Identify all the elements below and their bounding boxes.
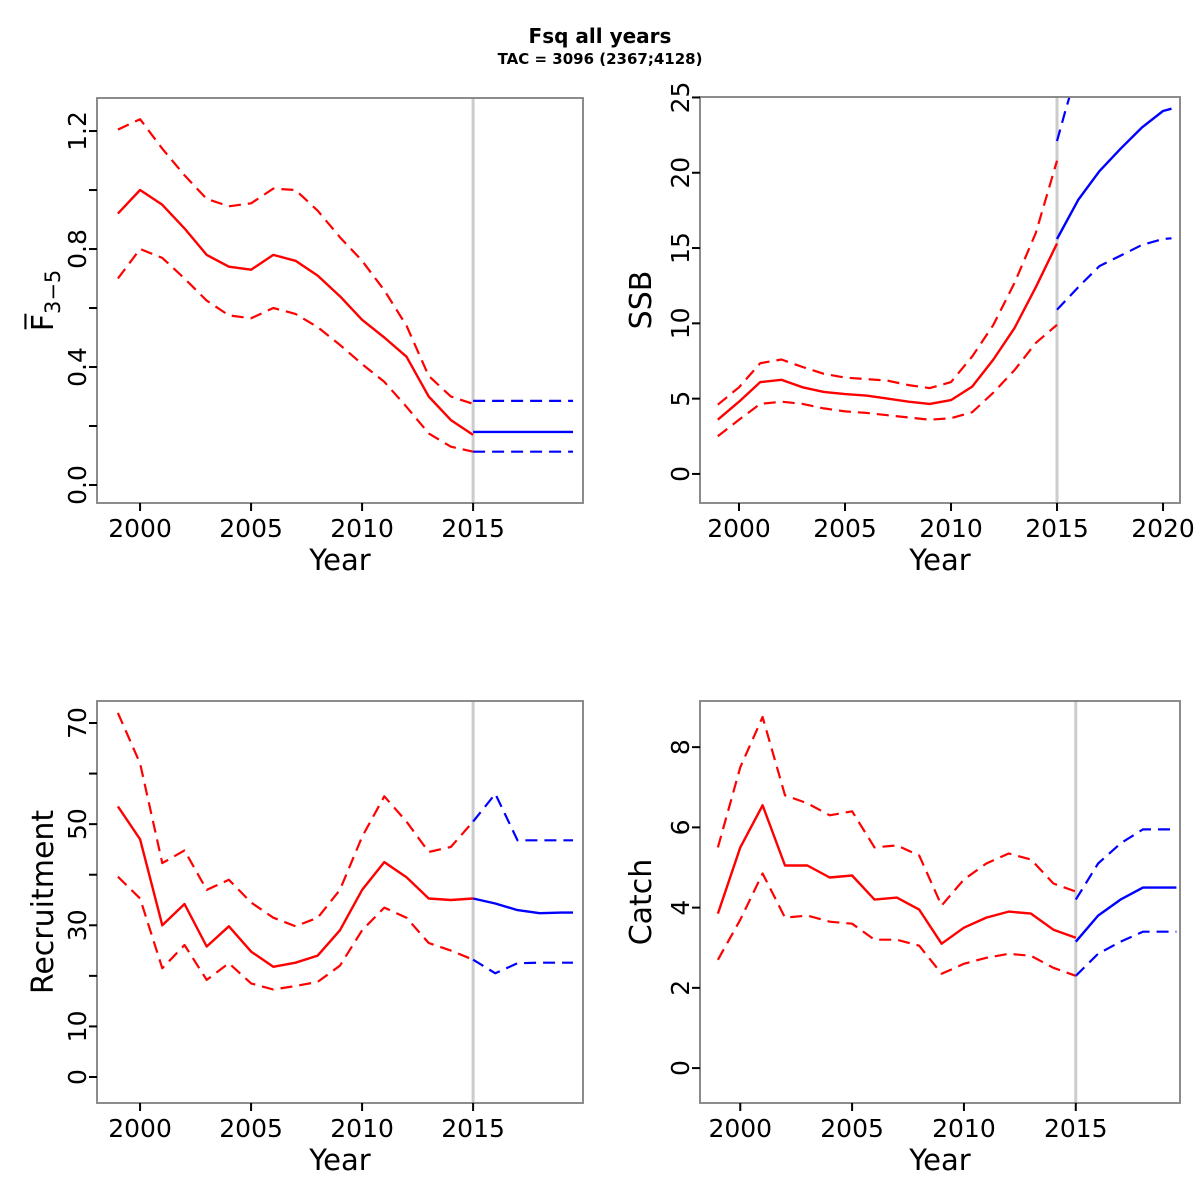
y-tick-label: 25 bbox=[666, 82, 695, 114]
recruitment-ci-high-forecast bbox=[472, 792, 573, 842]
figure-subtitle: TAC = 3096 (2367;4128) bbox=[497, 50, 703, 68]
panel-fbar: 2000 2005 2010 2015 0.0 0.4 0.8 1.2 Year F̅3−5 bbox=[24, 97, 584, 577]
catch-ci-high-forecast bbox=[1074, 828, 1177, 901]
y-tick-label: 2 bbox=[666, 980, 695, 996]
x-axis-title: Year bbox=[908, 543, 970, 577]
y-tick-label: 15 bbox=[666, 232, 695, 264]
x-tick-label: 2000 bbox=[108, 514, 172, 543]
y-tick-label: 0 bbox=[666, 466, 695, 482]
catch-ci-low-forecast bbox=[1075, 930, 1177, 977]
x-tick-label: 2010 bbox=[330, 1114, 394, 1143]
y-tick-label: 10 bbox=[63, 1011, 92, 1043]
catch-ci-low-history bbox=[716, 872, 1077, 977]
x-tick-label: 2000 bbox=[707, 514, 771, 543]
ssb-ci-high-forecast bbox=[1055, 97, 1071, 142]
ssb-median-history bbox=[717, 242, 1059, 421]
y-tick-label: 20 bbox=[666, 157, 695, 189]
ssb-ci-high-history bbox=[717, 160, 1059, 406]
recruitment-ci-high-history bbox=[116, 712, 474, 928]
x-tick-label: 2015 bbox=[1025, 514, 1089, 543]
series-group bbox=[116, 712, 573, 991]
x-tick-label: 2000 bbox=[708, 1114, 772, 1143]
y-tick-label: 1.2 bbox=[63, 111, 92, 151]
y-tick-label: 0.8 bbox=[63, 229, 92, 269]
figure-title: Fsq all years bbox=[528, 24, 672, 48]
y-axis-title: F̅3−5 bbox=[24, 270, 65, 332]
fbar-ci-low-history bbox=[117, 247, 474, 453]
x-tick-label: 2015 bbox=[441, 1114, 505, 1143]
panel-ssb: 2000 2005 2010 2015 2020 0 5 10 15 20 25 Year SSB bbox=[624, 82, 1195, 577]
series-group bbox=[717, 97, 1172, 438]
y-tick-label: 30 bbox=[63, 909, 92, 941]
x-tick-label: 2020 bbox=[1131, 514, 1195, 543]
y-tick-label: 5 bbox=[666, 391, 695, 407]
x-tick-label: 2015 bbox=[441, 514, 505, 543]
y-tick-label: 4 bbox=[666, 900, 695, 916]
plot-frame bbox=[699, 96, 1181, 504]
x-axis-title: Year bbox=[908, 1143, 970, 1177]
series-group bbox=[716, 715, 1177, 977]
catch-median-forecast bbox=[1074, 886, 1177, 943]
x-tick-label: 2015 bbox=[1044, 1114, 1108, 1143]
ssb-ci-low-history bbox=[717, 323, 1058, 438]
catch-median-history bbox=[716, 804, 1077, 945]
x-tick-label: 2010 bbox=[919, 514, 983, 543]
recruitment-ci-low-forecast bbox=[472, 958, 573, 975]
y-axis-title: Catch bbox=[624, 859, 659, 946]
panel-recruitment: 2000 2005 2010 2015 0 10 30 50 70 Year Recruitment bbox=[26, 700, 584, 1177]
x-tick-label: 2005 bbox=[219, 1114, 283, 1143]
x-tick-label: 2005 bbox=[820, 1114, 884, 1143]
y-tick-label: 70 bbox=[63, 707, 92, 739]
y-tick-label: 8 bbox=[666, 739, 695, 755]
y-tick-label: 0.0 bbox=[63, 465, 92, 505]
x-axis-title: Year bbox=[308, 1143, 370, 1177]
plot-frame bbox=[96, 700, 584, 1104]
x-tick-label: 2005 bbox=[219, 514, 283, 543]
panel-catch: 2000 2005 2010 2015 0 2 4 6 8 Year Catch bbox=[624, 700, 1181, 1177]
y-tick-label: 0 bbox=[63, 1069, 92, 1085]
y-axis-title: Recruitment bbox=[26, 810, 61, 995]
recruitment-median-history bbox=[116, 805, 474, 968]
y-tick-label: 0.4 bbox=[63, 347, 92, 387]
y-axis-title: SSB bbox=[624, 271, 659, 330]
series-group bbox=[117, 118, 573, 453]
fbar-ci-high-history bbox=[117, 118, 474, 405]
y-tick-label: 50 bbox=[63, 808, 92, 840]
catch-ci-high-history bbox=[716, 715, 1077, 907]
y-tick-label: 10 bbox=[666, 307, 695, 339]
y-tick-label: 0 bbox=[666, 1060, 695, 1076]
x-tick-label: 2005 bbox=[813, 514, 877, 543]
x-tick-label: 2010 bbox=[932, 1114, 996, 1143]
recruitment-ci-low-history bbox=[117, 875, 474, 991]
y-tick-label: 6 bbox=[666, 819, 695, 835]
x-axis-title: Year bbox=[308, 543, 370, 577]
x-tick-label: 2000 bbox=[108, 1114, 172, 1143]
fbar-median-history bbox=[117, 188, 474, 436]
plot-frame bbox=[96, 97, 584, 504]
plot-frame bbox=[699, 700, 1181, 1104]
ssb-ci-low-forecast bbox=[1056, 237, 1172, 311]
x-tick-label: 2010 bbox=[330, 514, 394, 543]
recruitment-median-forecast bbox=[472, 897, 573, 915]
ssb-median-forecast bbox=[1055, 107, 1172, 240]
